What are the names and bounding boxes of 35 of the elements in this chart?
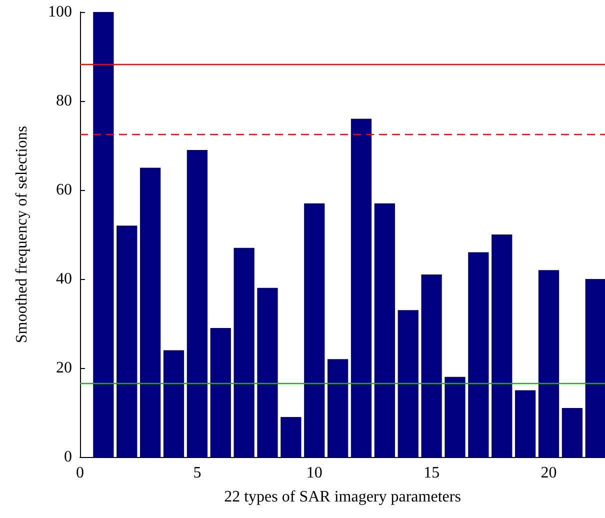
- y-tick-label: 20: [56, 360, 72, 376]
- bar: [350, 118, 372, 457]
- bar: [374, 203, 395, 457]
- bar: [585, 279, 605, 457]
- bar: [538, 270, 560, 457]
- bar: [492, 234, 512, 457]
- bar: [257, 288, 278, 457]
- y-tick-label: 100: [48, 4, 72, 20]
- y-tick-label: 80: [56, 92, 72, 110]
- bar: [280, 416, 302, 457]
- x-tick-label: 10: [306, 464, 322, 482]
- bar: [444, 376, 466, 457]
- y-tick-label: 0: [64, 448, 72, 466]
- x-tick-label: 5: [193, 464, 202, 482]
- bar: [140, 168, 161, 457]
- bar: [234, 248, 254, 457]
- bar: [515, 390, 536, 457]
- y-tick-label: 60: [56, 182, 72, 198]
- y-tick-label: 40: [56, 270, 72, 288]
- bar: [210, 328, 231, 457]
- bar: [468, 252, 489, 457]
- bar: [398, 310, 418, 457]
- x-tick-label: 20: [540, 464, 557, 482]
- bar: [562, 408, 582, 457]
- y-axis-title: Smoothed frequency of selections: [14, 126, 30, 344]
- bar: [93, 12, 114, 457]
- bar: [186, 150, 208, 457]
- bar: [116, 226, 138, 457]
- bar: [304, 203, 325, 457]
- bar: [163, 350, 184, 457]
- x-tick-label: 15: [424, 464, 440, 482]
- x-axis-title: 22 types of SAR imagery parameters: [224, 488, 461, 506]
- x-tick-label: 0: [76, 464, 84, 482]
- bar: [421, 274, 442, 457]
- bar: [328, 359, 348, 457]
